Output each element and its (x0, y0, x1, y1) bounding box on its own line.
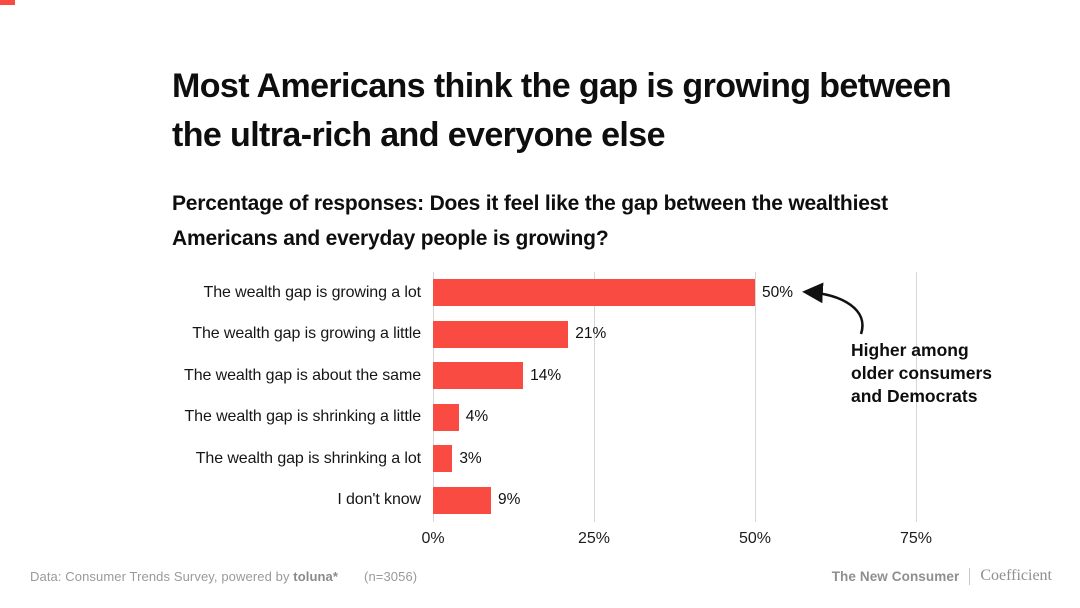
gridline (594, 272, 595, 522)
bar-value: 9% (497, 491, 521, 509)
chart-subtitle: Percentage of responses: Does it feel li… (172, 192, 888, 250)
bar (433, 362, 524, 390)
bar-track: 14% (433, 362, 1080, 390)
brand-the-new-consumer: The New Consumer (831, 568, 960, 584)
footer-brands: The New Consumer Coefficient (832, 567, 1052, 585)
bar-label: The wealth gap is growing a little (192, 325, 421, 343)
x-tick-label: 0% (421, 530, 445, 547)
bar (433, 445, 453, 473)
bar-track: 3% (433, 445, 1080, 473)
bar-track: 4% (433, 403, 1080, 431)
bar-label: The wealth gap is growing a lot (203, 283, 422, 301)
bar-value: 3% (459, 449, 482, 467)
bar-value: 50% (762, 283, 794, 301)
bar-row: The wealth gap is shrinking a little 4% (0, 397, 1080, 439)
top-left-accent (0, 0, 15, 5)
bar (433, 320, 569, 348)
gridline (433, 272, 434, 522)
source-prefix: Data: Consumer Trends Survey, powered by (30, 569, 294, 584)
source-note: Data: Consumer Trends Survey, powered by… (30, 569, 417, 584)
bar-chart: The wealth gap is growing a lot 50% The we… (0, 272, 1080, 552)
bar-label: The wealth gap is about the same (184, 366, 421, 384)
x-tick-label: 25% (577, 530, 611, 547)
x-axis: 0% 25% 50% 75% (421, 530, 993, 552)
bar-row: The wealth gap is growing a little 21% (0, 314, 1080, 356)
annotation-arrow-icon (802, 282, 864, 335)
bar-row: I don't know 9% (0, 480, 1080, 522)
bar (433, 279, 755, 307)
gridline (755, 272, 756, 522)
bar-row: The wealth gap is about the same 14% (0, 355, 1080, 397)
bar-value: 4% (465, 408, 489, 426)
x-tick-label: 75% (899, 530, 933, 547)
gridlines (433, 272, 993, 522)
gridline (916, 272, 917, 522)
x-tick-label: 50% (738, 530, 772, 547)
toluna-logo: toluna* (293, 569, 339, 584)
bar-track: 50% (433, 279, 1080, 307)
bar (433, 486, 491, 514)
bar-track: 21% (433, 320, 1080, 348)
bar-rows: The wealth gap is growing a lot 50% The we… (0, 272, 1080, 521)
bar-value: 14% (530, 366, 562, 384)
bar-label: The wealth gap is shrinking a lot (195, 449, 421, 467)
bar (433, 403, 459, 431)
page-title: Most Americans think the gap is growing … (172, 67, 952, 154)
footer-divider (969, 567, 971, 585)
bar-label: The wealth gap is shrinking a little (184, 408, 421, 426)
bar-value: 21% (575, 325, 607, 343)
sample-size: (n=3056) (364, 569, 418, 584)
brand-coefficient: Coefficient (980, 567, 1052, 584)
bar-row: The wealth gap is shrinking a lot 3% (0, 438, 1080, 480)
annotation-text: Higher among older consumers and Democra… (851, 340, 993, 406)
bar-row: The wealth gap is growing a lot 50% (0, 272, 1080, 314)
bar-track: 9% (433, 486, 1080, 514)
bar-label: I don't know (337, 491, 421, 509)
